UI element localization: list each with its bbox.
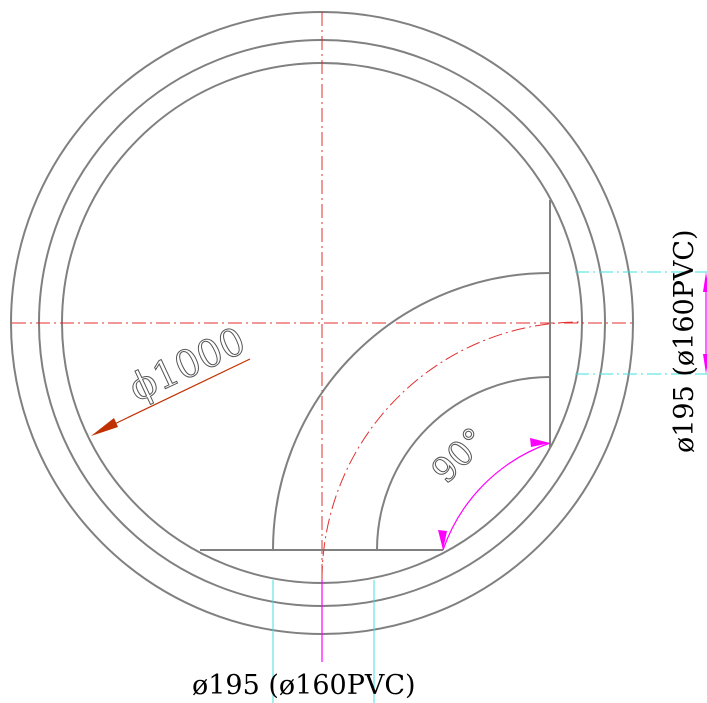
right-pipe-label: ø195 (ø160PVC) [669,229,700,453]
main-diameter-label: ϕ1000 [122,318,252,410]
angle-label: 90° [424,420,495,491]
diameter-leader [103,358,251,430]
right-dim-arrow-up [703,272,707,292]
bend-centerline [321,321,581,581]
angle-arrow-end [530,438,550,447]
channel-inner-arc [376,376,551,551]
right-dim-arrow-down [703,354,707,374]
angle-arrow-start [438,530,447,550]
angle-dimension-arc [442,442,551,551]
channel-outer-arc [272,272,551,551]
bottom-pipe-label: ø195 (ø160PVC) [192,670,416,701]
diameter-arrow [91,418,118,436]
